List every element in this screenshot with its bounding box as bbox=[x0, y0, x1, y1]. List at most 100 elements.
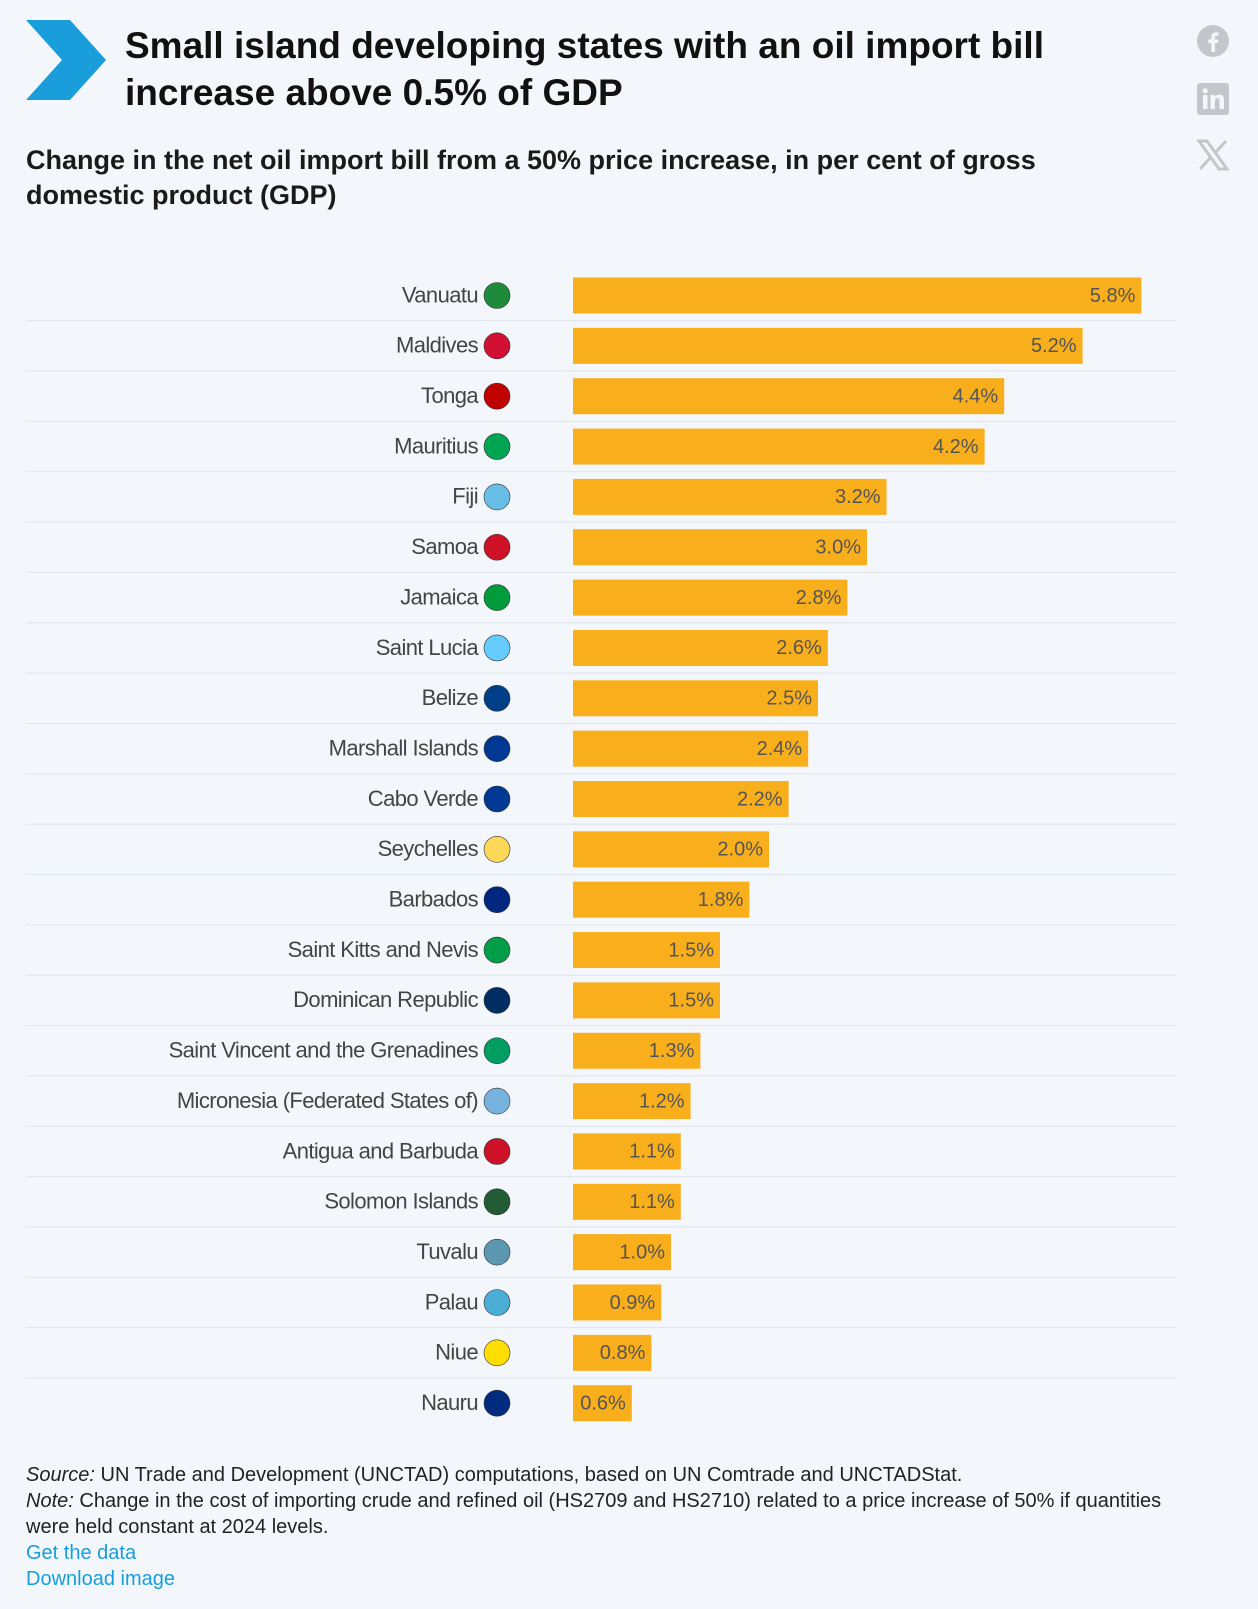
flag-icon bbox=[483, 382, 511, 410]
value-label: 1.5% bbox=[668, 990, 714, 1012]
value-label: 4.2% bbox=[933, 436, 979, 458]
flag-icon bbox=[483, 886, 511, 914]
value-label: 1.8% bbox=[698, 889, 744, 911]
flag-icon bbox=[483, 735, 511, 762]
flag-icon bbox=[483, 332, 511, 360]
bar bbox=[573, 1334, 652, 1371]
category-label: Samoa bbox=[411, 534, 479, 559]
bar bbox=[573, 730, 809, 767]
logo-chevron bbox=[26, 20, 106, 100]
flag-icon bbox=[483, 1289, 511, 1316]
flag-icon bbox=[483, 433, 511, 460]
value-label: 1.5% bbox=[668, 939, 714, 961]
category-label: Mauritius bbox=[394, 433, 478, 458]
flag-icon bbox=[483, 987, 511, 1014]
category-label: Saint Kitts and Nevis bbox=[288, 937, 479, 962]
flag-icon bbox=[483, 1389, 511, 1417]
source-note: Source: UN Trade and Development (UNCTAD… bbox=[26, 1462, 1176, 1488]
chart-title: Small island developing states with an o… bbox=[125, 25, 1044, 113]
category-label: Saint Lucia bbox=[376, 635, 480, 660]
source-text: UN Trade and Development (UNCTAD) comput… bbox=[100, 1464, 963, 1486]
bar bbox=[573, 629, 828, 666]
value-label: 5.2% bbox=[1031, 335, 1077, 357]
value-label: 0.9% bbox=[610, 1292, 656, 1314]
bar bbox=[573, 428, 985, 465]
value-label: 2.0% bbox=[717, 839, 763, 861]
bar bbox=[573, 982, 720, 1019]
category-label: Tonga bbox=[421, 383, 479, 408]
bar bbox=[573, 680, 818, 717]
bar bbox=[573, 932, 720, 969]
bar bbox=[573, 1284, 662, 1321]
share-buttons bbox=[1196, 24, 1236, 172]
category-label: Barbados bbox=[389, 887, 479, 912]
category-label: Seychelles bbox=[378, 836, 479, 861]
chart: Vanuatu 5.8% Maldives 5.2% Tonga 4.4% Mauritiu… bbox=[26, 277, 1176, 1422]
bar bbox=[573, 378, 1005, 415]
flag-icon bbox=[483, 584, 511, 611]
value-label: 2.5% bbox=[766, 688, 812, 710]
bar bbox=[573, 1234, 671, 1271]
facebook-share[interactable] bbox=[1196, 24, 1230, 58]
category-label: Belize bbox=[422, 685, 479, 710]
value-label: 1.1% bbox=[629, 1141, 675, 1163]
value-label: 3.2% bbox=[835, 486, 881, 508]
value-label: 2.2% bbox=[737, 788, 783, 810]
bar bbox=[573, 277, 1142, 314]
download-image-link[interactable]: Download image bbox=[26, 1568, 175, 1590]
bar bbox=[573, 579, 848, 616]
category-label: Antigua and Barbuda bbox=[283, 1138, 480, 1163]
flag-icon bbox=[483, 1138, 511, 1165]
flag-icon bbox=[483, 1087, 511, 1115]
value-label: 1.2% bbox=[639, 1090, 685, 1112]
category-label: Micronesia (Federated States of) bbox=[177, 1088, 478, 1113]
bar bbox=[573, 1183, 681, 1220]
value-label: 1.0% bbox=[619, 1241, 665, 1263]
value-label: 0.6% bbox=[580, 1392, 626, 1414]
flag-icon bbox=[483, 1238, 511, 1266]
flag-icon bbox=[483, 1037, 511, 1065]
category-label: Fiji bbox=[452, 484, 478, 509]
bar bbox=[573, 1385, 632, 1422]
category-label: Vanuatu bbox=[402, 282, 478, 307]
bar bbox=[573, 327, 1083, 364]
flag-icon bbox=[483, 282, 511, 309]
source-label: Source: bbox=[26, 1464, 95, 1486]
category-label: Cabo Verde bbox=[368, 786, 479, 811]
chart-subtitle: Change in the net oil import bill from a… bbox=[26, 145, 1036, 210]
value-label: 2.6% bbox=[776, 637, 822, 659]
linkedin-share[interactable] bbox=[1196, 82, 1230, 116]
value-label: 4.4% bbox=[953, 385, 999, 407]
category-label: Marshall Islands bbox=[329, 735, 479, 760]
bar bbox=[573, 529, 867, 566]
footer: Source: UN Trade and Development (UNCTAD… bbox=[26, 1462, 1176, 1592]
flag-icon bbox=[483, 1339, 511, 1367]
category-label: Maldives bbox=[396, 333, 479, 358]
flag-icon bbox=[483, 483, 511, 511]
bar bbox=[573, 478, 887, 515]
category-label: Niue bbox=[435, 1340, 478, 1365]
bar bbox=[573, 781, 789, 817]
flag-icon bbox=[483, 785, 511, 813]
value-label: 2.4% bbox=[757, 738, 803, 760]
value-label: 2.8% bbox=[796, 587, 842, 609]
category-label: Saint Vincent and the Grenadines bbox=[169, 1038, 479, 1063]
note-text: Change in the cost of importing crude an… bbox=[26, 1490, 1162, 1538]
flag-icon bbox=[483, 634, 511, 662]
value-label: 1.3% bbox=[649, 1040, 695, 1062]
flag-icon bbox=[483, 1188, 511, 1216]
category-label: Nauru bbox=[421, 1390, 478, 1415]
category-label: Jamaica bbox=[400, 584, 479, 609]
value-label: 1.1% bbox=[629, 1191, 675, 1213]
bar bbox=[573, 881, 750, 918]
bar bbox=[573, 831, 769, 868]
x-share[interactable] bbox=[1196, 138, 1230, 172]
get-data-link[interactable]: Get the data bbox=[26, 1542, 137, 1564]
flag-icon bbox=[483, 684, 511, 712]
value-label: 0.8% bbox=[600, 1342, 646, 1364]
flag-icon bbox=[483, 936, 511, 964]
flag-icon bbox=[483, 533, 511, 561]
note: Note: Change in the cost of importing cr… bbox=[26, 1488, 1176, 1540]
category-label: Tuvalu bbox=[416, 1239, 478, 1264]
